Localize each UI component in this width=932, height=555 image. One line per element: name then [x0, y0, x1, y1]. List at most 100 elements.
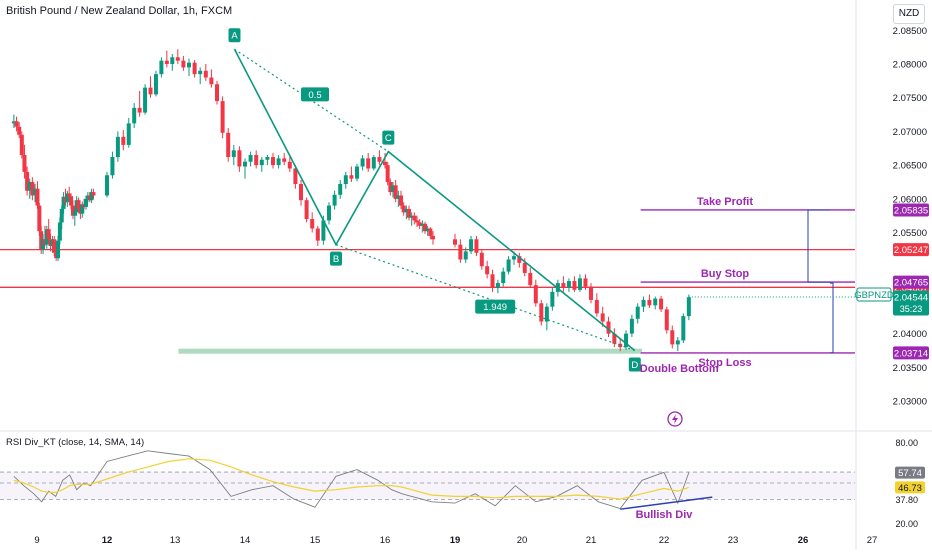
price-tick-label: 2.06500 — [893, 161, 927, 172]
candle — [153, 70, 158, 97]
candle — [624, 330, 629, 350]
candle — [463, 247, 468, 263]
candle-body — [70, 205, 75, 216]
candle-body — [686, 297, 691, 317]
lightning-icon[interactable] — [667, 411, 683, 427]
candle-body — [271, 157, 275, 166]
candle — [600, 306, 605, 327]
candle-body — [349, 175, 354, 179]
candle-body — [203, 70, 208, 78]
candle-body — [237, 150, 242, 167]
candle — [566, 278, 571, 292]
candle — [407, 205, 411, 221]
candle-body — [27, 181, 32, 191]
candle-body — [226, 132, 231, 158]
candle-body — [187, 62, 191, 68]
time-axis[interactable]: 9 12 13 14 15 16 19 20 21 22 23 26 27 — [34, 535, 877, 546]
symbol-tag: GBPNZD — [854, 287, 894, 302]
candle — [30, 177, 35, 201]
candle — [304, 197, 309, 223]
candle — [528, 267, 533, 288]
candle-body — [428, 228, 433, 236]
candle — [332, 190, 337, 210]
candle-body — [220, 101, 225, 133]
stop-loss-tag-text: 2.03714 — [894, 348, 928, 359]
price-tick-label: 2.07500 — [893, 93, 927, 104]
candle-body — [332, 194, 337, 206]
currency-selector[interactable]: NZD — [893, 4, 925, 24]
symbol-tag-text: GBPNZD — [854, 290, 894, 301]
candle — [583, 274, 588, 290]
candle — [132, 103, 137, 129]
candle — [237, 146, 242, 172]
candle-body — [401, 205, 406, 213]
pattern-point-c: C — [382, 130, 395, 145]
time-tick-label: 20 — [517, 535, 528, 546]
candle-body — [415, 220, 419, 223]
take-profit-tag: 2.05835 — [893, 203, 929, 217]
time-tick-label: 13 — [170, 535, 181, 546]
support-zone[interactable] — [178, 348, 643, 354]
candle — [265, 155, 270, 166]
candle-body — [231, 150, 236, 158]
candle — [187, 58, 191, 77]
candle — [431, 231, 435, 245]
pattern-legs[interactable] — [233, 48, 636, 352]
harmonic-pattern[interactable] — [233, 48, 636, 352]
candle-body — [393, 185, 398, 199]
candle — [641, 296, 646, 313]
candle — [589, 283, 593, 304]
candle — [550, 287, 555, 311]
candle — [276, 155, 281, 169]
candle — [635, 303, 640, 324]
rsi-series-ma[interactable] — [13, 458, 689, 500]
candle — [501, 267, 506, 287]
candle-body — [209, 77, 214, 85]
candle — [175, 49, 180, 65]
candle — [561, 276, 566, 294]
time-tick-label: 22 — [659, 535, 670, 546]
candle — [198, 67, 203, 85]
candle-body — [404, 208, 409, 213]
candle-body — [624, 333, 629, 348]
candle — [203, 64, 208, 81]
candle-body — [371, 157, 376, 169]
time-tick-label: 19 — [450, 535, 461, 546]
candle-body — [293, 168, 298, 185]
ratio-label-1: 0.5 — [301, 87, 329, 102]
time-tick-label: 12 — [102, 535, 113, 546]
rsi-title: RSI Div_KT (close, 14, SMA, 14) — [6, 437, 144, 448]
candle — [89, 188, 94, 203]
trade-levels[interactable]: Take Profit Buy Stop Stop Loss — [640, 196, 855, 369]
symbol-title[interactable]: British Pound / New Zealand Dollar, 1h, … — [6, 5, 233, 17]
candle-body — [76, 200, 81, 209]
candle — [404, 205, 409, 220]
candle-body — [59, 208, 64, 223]
candle — [490, 269, 495, 292]
candle-body — [315, 228, 320, 241]
candle — [91, 188, 96, 199]
resistance-upper-tag-text: 2.05247 — [894, 245, 928, 256]
candle-body — [423, 223, 427, 232]
take-profit-tag-text: 2.05835 — [894, 205, 928, 216]
candle-body — [469, 239, 474, 252]
candle — [401, 202, 406, 216]
candle-body — [511, 256, 516, 260]
candle-body — [425, 228, 430, 232]
candle — [653, 296, 658, 310]
candle — [121, 130, 126, 151]
candle — [299, 179, 303, 206]
candle-body — [259, 159, 264, 166]
candle-body — [89, 192, 94, 201]
pattern-point-d-bg — [628, 357, 641, 372]
resistance-upper-tag-bg — [893, 243, 929, 257]
candle — [22, 144, 27, 179]
candle-body — [407, 208, 411, 218]
candle-body — [72, 212, 77, 216]
candle-body — [153, 74, 158, 95]
bullish-divergence-line[interactable] — [620, 496, 713, 510]
candle — [485, 260, 490, 279]
candle-body — [366, 158, 371, 169]
